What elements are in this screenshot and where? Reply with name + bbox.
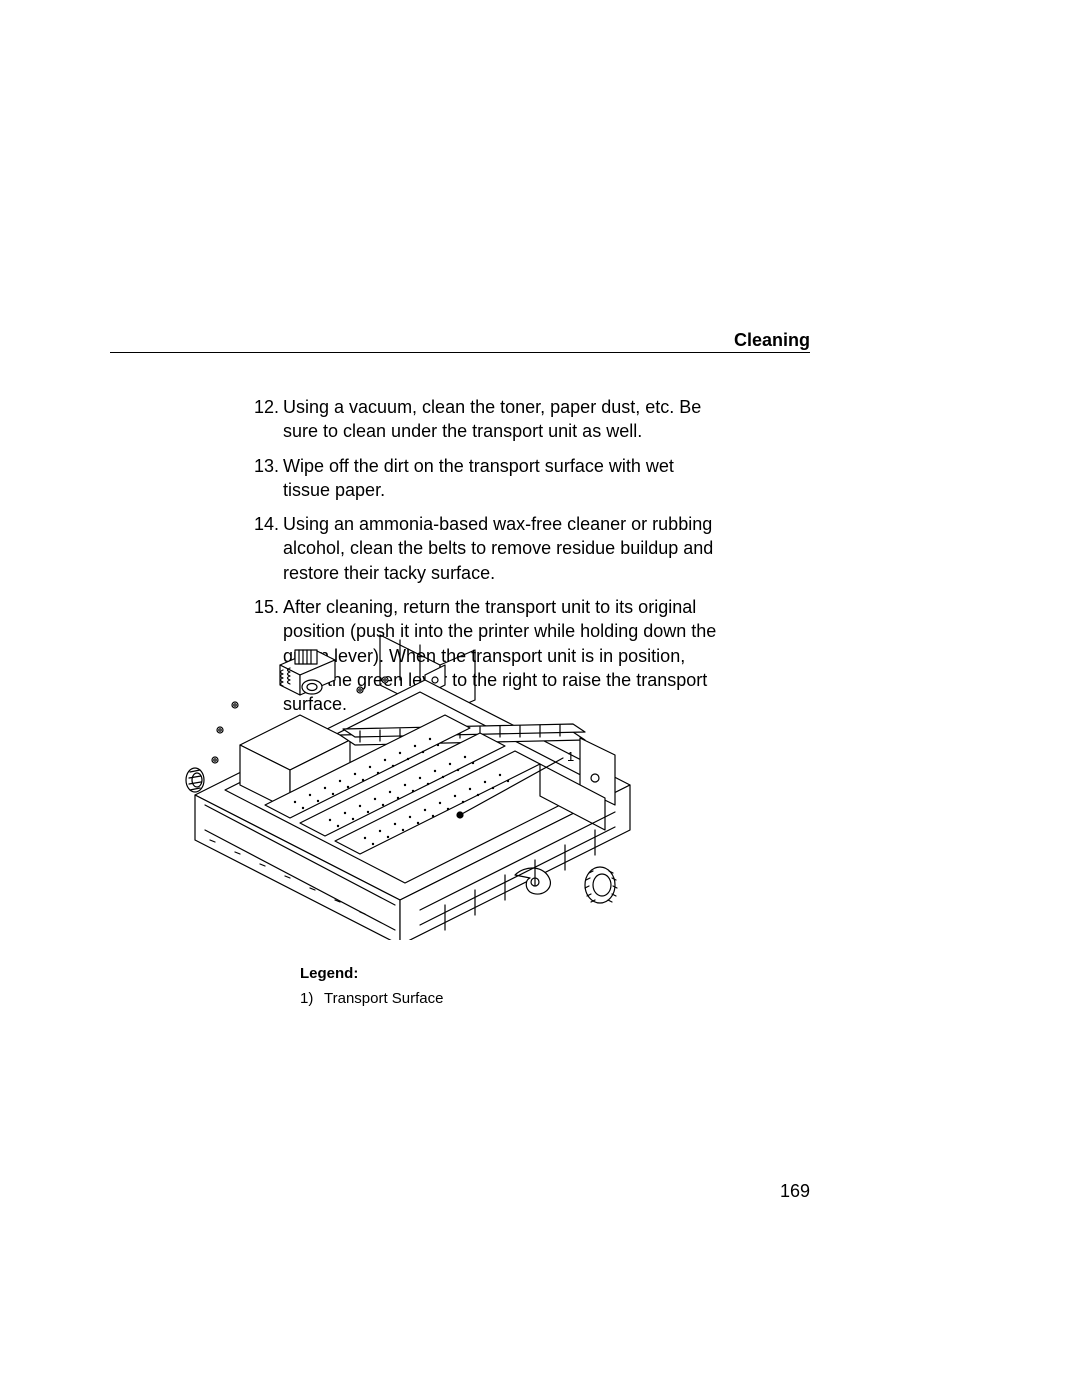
step-text: Using a vacuum, clean the toner, paper d… bbox=[283, 395, 725, 444]
step-number: 13. bbox=[245, 454, 283, 503]
figure-legend: Legend: 1) Transport Surface bbox=[300, 965, 444, 1007]
transport-unit-figure: 1 bbox=[185, 630, 645, 940]
header-rule bbox=[110, 352, 810, 353]
legend-title: Legend: bbox=[300, 965, 444, 982]
page-number: 169 bbox=[780, 1181, 810, 1202]
section-title: Cleaning bbox=[734, 330, 810, 351]
legend-item-number: 1) bbox=[300, 990, 324, 1007]
step-item: 12. Using a vacuum, clean the toner, pap… bbox=[245, 395, 725, 444]
step-number: 14. bbox=[245, 512, 283, 585]
document-page: Cleaning 12. Using a vacuum, clean the t… bbox=[0, 0, 1080, 1397]
callout-number: 1 bbox=[567, 749, 574, 764]
step-text: Wipe off the dirt on the transport surfa… bbox=[283, 454, 725, 503]
legend-item: 1) Transport Surface bbox=[300, 990, 444, 1007]
step-item: 14. Using an ammonia-based wax-free clea… bbox=[245, 512, 725, 585]
step-item: 13. Wipe off the dirt on the transport s… bbox=[245, 454, 725, 503]
step-text: Using an ammonia-based wax-free cleaner … bbox=[283, 512, 725, 585]
legend-item-text: Transport Surface bbox=[324, 990, 444, 1007]
step-number: 12. bbox=[245, 395, 283, 444]
